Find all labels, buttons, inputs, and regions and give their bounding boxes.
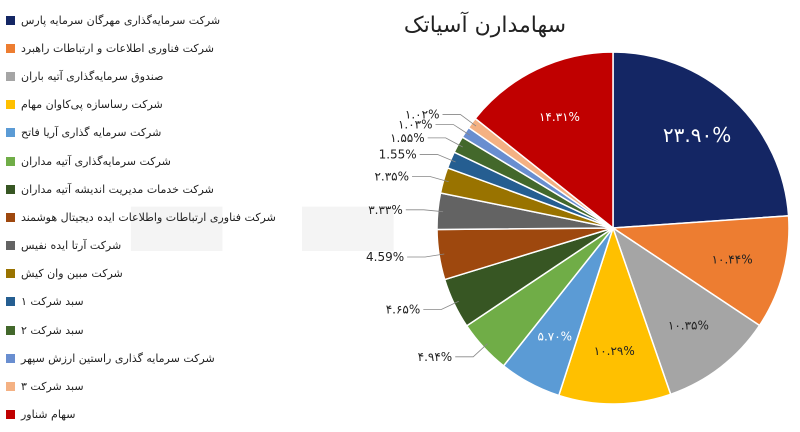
legend-item: شرکت مبین وان کیش — [6, 260, 306, 288]
leader-line — [442, 114, 477, 127]
leader-line — [419, 154, 456, 163]
legend-swatch — [6, 100, 15, 110]
legend-swatch — [6, 241, 15, 251]
data-label: ۱۰.۲۹% — [594, 344, 635, 358]
data-label: ۴.۹۴% — [418, 350, 453, 364]
legend-item: شرکت سرمایه‌گذاری آتیه مداران — [6, 147, 306, 175]
chart-legend: شرکت سرمایه‌گذاری مهرگان سرمایه پارس شرکت… — [6, 6, 306, 429]
data-label: ۱۴.۳۱% — [539, 110, 580, 124]
legend-item: شرکت خدمات مدیریت اندیشه آتیه مداران — [6, 175, 306, 203]
legend-swatch — [6, 43, 15, 53]
leader-line — [412, 176, 449, 183]
leader-line — [405, 209, 444, 213]
legend-item: صندوق سرمایه‌گذاری آتیه باران — [6, 62, 306, 90]
data-label: ۲۳.۹۰% — [663, 123, 731, 147]
pie-chart: سهامدارن آسیاتک ۲۳.۹۰% ۱۰.۴۴% ۱۰.۳۵% ۱۰.۲۹%… — [366, 11, 790, 405]
leader-line — [423, 300, 459, 310]
data-label: ۴.۶۵% — [386, 303, 421, 317]
legend-swatch — [6, 184, 15, 194]
legend-swatch — [6, 269, 15, 279]
legend-swatch — [6, 128, 15, 138]
legend-label: سهام شناور — [21, 408, 76, 422]
legend-label: شرکت سرمایه‌گذاری مهرگان سرمایه پارس — [21, 13, 221, 27]
leader-line — [435, 124, 470, 136]
legend-item: شرکت فناوری ارتباطات واطلاعات ایده دیجیت… — [6, 203, 306, 231]
pie-slice — [612, 51, 790, 229]
legend-swatch — [6, 353, 15, 363]
data-label: ۱.۵۵% — [390, 131, 425, 145]
legend-swatch — [6, 382, 15, 392]
data-label: ۱.۰۳% — [398, 118, 433, 132]
legend-item: شرکت آرتا ایده نفیس — [6, 232, 306, 260]
data-label: ۳.۳۳% — [368, 203, 403, 217]
data-label: ۲.۳۵% — [374, 170, 409, 184]
legend-label: شرکت سرمایه گذاری آریا فاتح — [21, 126, 162, 140]
data-label: ۵.۷۰% — [538, 330, 573, 344]
legend-item: سبد شرکت ۳ — [6, 372, 306, 400]
pie-slice — [611, 226, 761, 396]
legend-label: سبد شرکت ۳ — [21, 380, 84, 394]
data-label: ۱۰.۴۴% — [712, 253, 753, 267]
legend-label: شرکت رساسازه پی‌کاوان مهام — [21, 98, 163, 112]
legend-swatch — [6, 297, 15, 307]
legend-label: صندوق سرمایه‌گذاری آتیه باران — [21, 69, 164, 83]
legend-label: شرکت فناوری اطلاعات و ارتباطات راهبرد — [21, 41, 214, 55]
leader-line — [455, 343, 488, 358]
legend-swatch — [6, 212, 15, 222]
pie-slice — [610, 215, 790, 327]
legend-label: شرکت آرتا ایده نفیس — [21, 239, 122, 253]
leader-line — [427, 137, 463, 148]
leader-line — [407, 253, 445, 258]
legend-swatch — [6, 15, 15, 25]
pie-slice — [474, 51, 614, 230]
legend-item: سهام شناور — [6, 401, 306, 429]
data-label: ۱.۰۲% — [405, 108, 440, 122]
data-label: ۱۰.۳۵% — [668, 318, 709, 332]
data-label: 1.55% — [379, 148, 417, 162]
legend-item: شرکت سرمایه گذاری راستین ارزش سپهر — [6, 344, 306, 372]
chart-title: سهامدارن آسیاتک — [404, 11, 566, 38]
data-label: 4.59% — [366, 250, 404, 264]
legend-swatch — [6, 71, 15, 81]
pie-slice — [557, 225, 672, 405]
legend-item: شرکت رساسازه پی‌کاوان مهام — [6, 91, 306, 119]
legend-item: شرکت فناوری اطلاعات و ارتباطات راهبرد — [6, 34, 306, 62]
legend-label: شرکت مبین وان کیش — [21, 267, 123, 281]
legend-label: شرکت سرمایه‌گذاری آتیه مداران — [21, 154, 171, 168]
legend-swatch — [6, 325, 15, 335]
legend-label: سبد شرکت ۲ — [21, 323, 84, 337]
legend-item: سبد شرکت ۱ — [6, 288, 306, 316]
legend-item: شرکت سرمایه گذاری آریا فاتح — [6, 119, 306, 147]
legend-item: شرکت سرمایه‌گذاری مهرگان سرمایه پارس — [6, 6, 306, 34]
legend-swatch — [6, 410, 15, 420]
legend-swatch — [6, 156, 15, 166]
legend-item: سبد شرکت ۲ — [6, 316, 306, 344]
legend-label: سبد شرکت ۱ — [21, 295, 84, 309]
legend-label: شرکت خدمات مدیریت اندیشه آتیه مداران — [21, 182, 214, 196]
legend-label: شرکت سرمایه گذاری راستین ارزش سپهر — [21, 351, 215, 365]
legend-label: شرکت فناوری ارتباطات واطلاعات ایده دیجیت… — [21, 210, 276, 224]
